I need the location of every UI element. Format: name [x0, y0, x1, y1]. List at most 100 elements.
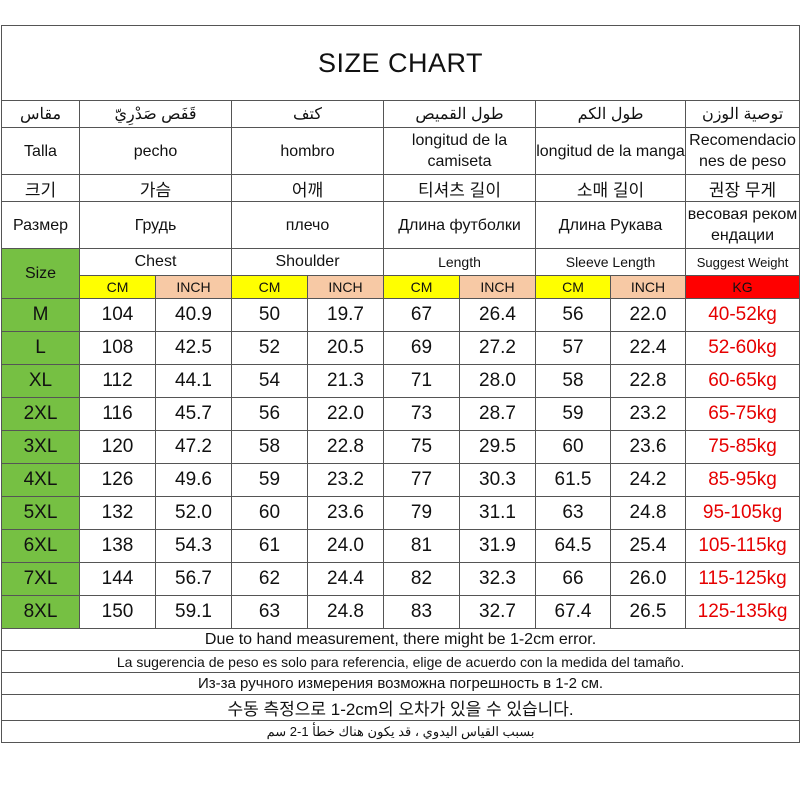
- shoulder-cm-cell: 60: [231, 496, 308, 530]
- chest-cm-cell: 138: [79, 529, 156, 563]
- shoulder-inch-cell: 22.0: [307, 397, 384, 431]
- shoulder-cm-cell: 61: [231, 529, 308, 563]
- header-ar-weight: توصية الوزن: [684, 100, 800, 128]
- chest-inch-cell: 56.7: [155, 562, 232, 596]
- header-ko-shoulder: 어깨: [231, 174, 384, 202]
- shoulder-cm-cell: 62: [231, 562, 308, 596]
- sleeve-inch-cell: 22.0: [610, 298, 686, 332]
- chest-cm-cell: 108: [79, 331, 156, 365]
- header-es-sleeve: longitud de la manga: [535, 127, 686, 175]
- sleeve-cm-cell: 56: [535, 298, 611, 332]
- weight-cell: 115-125kg: [684, 562, 800, 596]
- table-row: 2XL 116 45.7 56 22.0 73 28.7 59 23.2 65-…: [1, 397, 800, 431]
- length-cm-cell: 75: [383, 430, 460, 464]
- length-cm-cell: 79: [383, 496, 460, 530]
- header-es-weight: Recomendacio nes de peso: [684, 127, 800, 175]
- shoulder-cm-cell: 52: [231, 331, 308, 365]
- length-inch-cell: 31.9: [459, 529, 536, 563]
- header-row-korean: 크기 가슴 어깨 티셔츠 길이 소매 길이 권장 무게: [1, 174, 800, 202]
- note-korean: 수동 측정으로 1-2cm의 오차가 있을 수 있습니다.: [0, 694, 800, 721]
- shoulder-inch-cell: 24.0: [307, 529, 384, 563]
- weight-cell: 75-85kg: [684, 430, 800, 464]
- length-inch-cell: 26.4: [459, 298, 536, 332]
- header-ko-sleeve: 소매 길이: [535, 174, 686, 202]
- chest-cm-cell: 150: [79, 595, 156, 629]
- weight-cell: 85-95kg: [684, 463, 800, 497]
- size-chart-table: SIZE CHART مقاس قَفَص صَدْرِيّ كتف طول ا…: [0, 25, 800, 743]
- header-ar-shoulder: كتف: [231, 100, 384, 128]
- note-russian: Из-за ручного измерения возможна погрешн…: [0, 672, 800, 695]
- header-row-russian: Размер Грудь плечо Длина футболки Длина …: [1, 201, 800, 249]
- unit-sleeve-cm: CM: [535, 275, 611, 299]
- header-en-shoulder: Shoulder: [231, 248, 384, 276]
- chest-inch-cell: 54.3: [155, 529, 232, 563]
- header-ru-size: Размер: [1, 201, 80, 249]
- sleeve-inch-cell: 24.2: [610, 463, 686, 497]
- shoulder-inch-cell: 20.5: [307, 331, 384, 365]
- header-ru-sleeve: Длина Рукава: [535, 201, 686, 249]
- chest-inch-cell: 52.0: [155, 496, 232, 530]
- shoulder-cm-cell: 56: [231, 397, 308, 431]
- header-ru-length: Длина футболки: [383, 201, 536, 249]
- table-row: 3XL 120 47.2 58 22.8 75 29.5 60 23.6 75-…: [1, 430, 800, 464]
- header-row-english: Size Chest Shoulder Length Sleeve Length…: [1, 248, 800, 299]
- chest-cm-cell: 104: [79, 298, 156, 332]
- weight-cell: 95-105kg: [684, 496, 800, 530]
- chest-cm-cell: 120: [79, 430, 156, 464]
- size-cell: 4XL: [1, 463, 80, 497]
- unit-sleeve-inch: INCH: [610, 275, 686, 299]
- chest-inch-cell: 42.5: [155, 331, 232, 365]
- header-en-chest: Chest: [79, 248, 232, 276]
- unit-shoulder-inch: INCH: [307, 275, 384, 299]
- header-ko-chest: 가슴: [79, 174, 232, 202]
- chest-inch-cell: 47.2: [155, 430, 232, 464]
- weight-cell: 65-75kg: [684, 397, 800, 431]
- sleeve-cm-cell: 63: [535, 496, 611, 530]
- unit-chest-inch: INCH: [155, 275, 232, 299]
- sleeve-cm-cell: 57: [535, 331, 611, 365]
- page-title: SIZE CHART: [0, 25, 800, 101]
- note-spanish: La sugerencia de peso es solo para refer…: [0, 650, 800, 673]
- header-ko-length: 티셔츠 길이: [383, 174, 536, 202]
- length-inch-cell: 28.0: [459, 364, 536, 398]
- table-row: XL 112 44.1 54 21.3 71 28.0 58 22.8 60-6…: [1, 364, 800, 398]
- chest-cm-cell: 144: [79, 562, 156, 596]
- header-row-spanish: Talla pecho hombro longitud de la camise…: [1, 127, 800, 175]
- weight-cell: 40-52kg: [684, 298, 800, 332]
- header-row-arabic: مقاس قَفَص صَدْرِيّ كتف طول القميص طول ا…: [1, 100, 800, 128]
- chest-inch-cell: 40.9: [155, 298, 232, 332]
- header-ko-weight: 권장 무게: [684, 174, 800, 202]
- sleeve-cm-cell: 67.4: [535, 595, 611, 629]
- shoulder-cm-cell: 54: [231, 364, 308, 398]
- header-es-chest: pecho: [79, 127, 232, 175]
- length-cm-cell: 69: [383, 331, 460, 365]
- unit-length-cm: CM: [383, 275, 460, 299]
- table-row: M 104 40.9 50 19.7 67 26.4 56 22.0 40-52…: [1, 298, 800, 332]
- header-ru-weight: весовая реком ендации: [684, 201, 800, 249]
- header-en-weight: Suggest Weight: [684, 248, 800, 276]
- note-arabic: بسبب القياس اليدوي ، قد يكون هناك خطأ 1-…: [0, 720, 800, 743]
- weight-cell: 105-115kg: [684, 529, 800, 563]
- header-es-shoulder: hombro: [231, 127, 384, 175]
- shoulder-cm-cell: 58: [231, 430, 308, 464]
- header-en-length: Length: [383, 248, 536, 276]
- note-english: Due to hand measurement, there might be …: [0, 628, 800, 651]
- length-cm-cell: 67: [383, 298, 460, 332]
- sleeve-inch-cell: 24.8: [610, 496, 686, 530]
- chest-inch-cell: 45.7: [155, 397, 232, 431]
- shoulder-inch-cell: 23.2: [307, 463, 384, 497]
- header-ar-chest: قَفَص صَدْرِيّ: [79, 100, 232, 128]
- unit-chest-cm: CM: [79, 275, 156, 299]
- shoulder-cm-cell: 59: [231, 463, 308, 497]
- length-cm-cell: 71: [383, 364, 460, 398]
- table-row: 6XL 138 54.3 61 24.0 81 31.9 64.5 25.4 1…: [1, 529, 800, 563]
- sleeve-cm-cell: 60: [535, 430, 611, 464]
- header-ko-size: 크기: [1, 174, 80, 202]
- sleeve-inch-cell: 26.0: [610, 562, 686, 596]
- sleeve-inch-cell: 23.6: [610, 430, 686, 464]
- weight-cell: 52-60kg: [684, 331, 800, 365]
- length-inch-cell: 32.7: [459, 595, 536, 629]
- table-row: 7XL 144 56.7 62 24.4 82 32.3 66 26.0 115…: [1, 562, 800, 596]
- length-inch-cell: 30.3: [459, 463, 536, 497]
- weight-cell: 125-135kg: [684, 595, 800, 629]
